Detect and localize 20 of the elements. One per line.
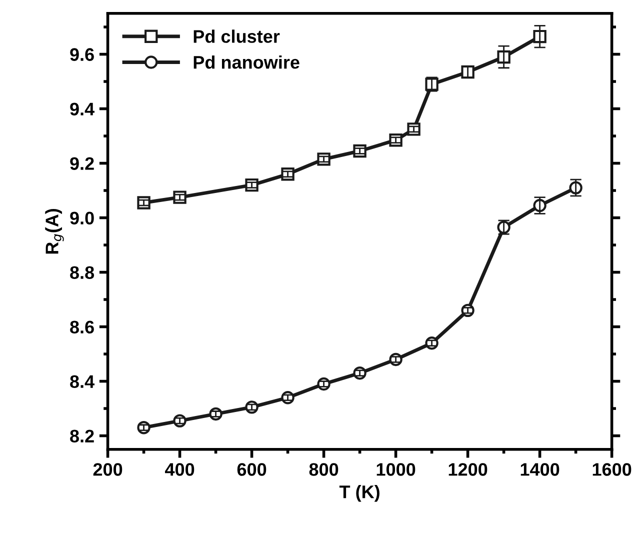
legend-label: Pd cluster	[194, 30, 280, 43]
y-tick-label: 8.6	[70, 320, 94, 334]
x-tick-label: 800	[309, 463, 338, 476]
x-tick-label: 1200	[448, 463, 488, 476]
y-tick-label: 9.0	[70, 212, 94, 224]
x-tick-label: 600	[237, 463, 266, 476]
x-tick-label: 400	[164, 463, 194, 476]
legend-label: Pd nanowire	[194, 55, 300, 69]
y-tick-label: 9.2	[70, 157, 94, 170]
y-tick-label: 9.6	[70, 48, 94, 61]
x-tick-label: 1400	[520, 463, 560, 476]
y-tick-label: 8.8	[70, 266, 94, 279]
x-tick-label: 200	[93, 463, 122, 476]
y-axis-title: R$_{g}$(A)	[45, 208, 64, 254]
y-tick-label: 9.4	[70, 102, 94, 116]
y-tick-label: 8.4	[70, 375, 94, 388]
x-tick-label: 1000	[376, 463, 416, 476]
x-tick-label: 1600	[592, 463, 632, 476]
y-tick-label: 8.2	[70, 430, 94, 442]
x-axis-title: T (K)	[339, 484, 380, 502]
